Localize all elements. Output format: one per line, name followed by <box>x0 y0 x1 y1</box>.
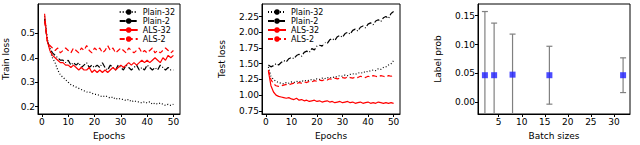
svg-text:0: 0 <box>263 117 269 127</box>
svg-text:Plain-2: Plain-2 <box>291 17 318 26</box>
svg-text:Epochs: Epochs <box>93 131 126 141</box>
svg-text:0.05: 0.05 <box>455 68 475 78</box>
svg-text:1.00: 1.00 <box>239 90 259 100</box>
svg-text:ALS-32: ALS-32 <box>143 26 171 35</box>
svg-text:0.5: 0.5 <box>21 28 35 38</box>
svg-text:10: 10 <box>63 117 75 127</box>
svg-text:30: 30 <box>337 117 349 127</box>
svg-text:ALS-2: ALS-2 <box>143 35 166 44</box>
svg-text:50: 50 <box>388 117 400 127</box>
svg-text:ALS-32: ALS-32 <box>291 26 319 35</box>
svg-text:20: 20 <box>311 117 323 127</box>
svg-text:10: 10 <box>516 117 528 127</box>
svg-text:20: 20 <box>562 117 574 127</box>
svg-text:2.25: 2.25 <box>239 12 259 22</box>
svg-text:40: 40 <box>362 117 374 127</box>
svg-text:ALS-2: ALS-2 <box>291 35 314 44</box>
svg-text:15: 15 <box>539 117 550 127</box>
svg-text:0.15: 0.15 <box>455 11 475 21</box>
svg-text:0.3: 0.3 <box>21 77 35 87</box>
svg-text:Epochs: Epochs <box>315 131 348 141</box>
svg-text:Plain-32: Plain-32 <box>143 8 175 17</box>
svg-text:0.4: 0.4 <box>21 53 36 63</box>
svg-text:30: 30 <box>115 117 127 127</box>
svg-text:Label prob: Label prob <box>433 35 443 83</box>
svg-text:40: 40 <box>141 117 153 127</box>
svg-text:Plain-2: Plain-2 <box>143 17 170 26</box>
svg-text:Plain-32: Plain-32 <box>291 8 323 17</box>
svg-text:0.2: 0.2 <box>21 102 35 112</box>
svg-text:1.25: 1.25 <box>239 74 259 84</box>
svg-text:Batch sizes: Batch sizes <box>529 131 580 141</box>
svg-text:0.75: 0.75 <box>239 106 259 116</box>
svg-text:30: 30 <box>608 117 620 127</box>
svg-text:25: 25 <box>585 117 596 127</box>
svg-text:0.00: 0.00 <box>455 97 475 107</box>
svg-text:0: 0 <box>39 117 45 127</box>
svg-text:0.10: 0.10 <box>455 40 475 50</box>
svg-text:20: 20 <box>89 117 101 127</box>
svg-text:1.75: 1.75 <box>239 43 259 53</box>
svg-text:Test loss: Test loss <box>217 40 227 79</box>
svg-text:5: 5 <box>496 117 502 127</box>
svg-text:50: 50 <box>168 117 180 127</box>
svg-text:10: 10 <box>286 117 298 127</box>
svg-text:Train loss: Train loss <box>1 38 11 81</box>
svg-text:2.00: 2.00 <box>239 27 259 37</box>
svg-text:1.50: 1.50 <box>239 59 259 69</box>
